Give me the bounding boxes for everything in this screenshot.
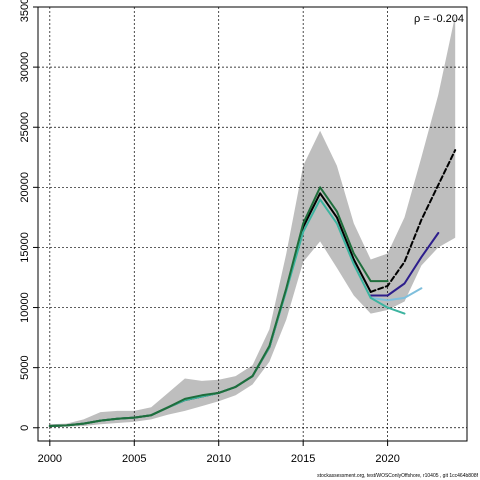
series-line-3 (369, 232, 440, 297)
band-polygon (49, 15, 456, 428)
series-line-6 (48, 186, 389, 427)
y-tick-label: 10000 (19, 292, 31, 323)
y-tick-label: 30000 (19, 52, 31, 83)
axes: 2000 2005 2010 2015 2020 0 5000 10000 15000 20000… (19, 0, 400, 465)
x-tick-label: 2010 (206, 453, 230, 465)
x-tick-label: 2020 (375, 453, 399, 465)
x-tick-label: 2000 (38, 453, 62, 465)
y-tick-label: 15000 (19, 232, 31, 263)
grid (38, 6, 467, 441)
series-line-4 (369, 287, 423, 302)
y-tick-label: 20000 (19, 172, 31, 203)
y-tick-label: 0 (19, 425, 31, 431)
x-tick-label: 2015 (291, 453, 315, 465)
footer-text: stockassessment.org, test/WOSConlyOffsho… (317, 473, 478, 479)
y-tick-label: 25000 (19, 112, 31, 143)
y-tick-label: 35000 (19, 0, 31, 22)
x-tick-label: 2005 (122, 453, 146, 465)
y-tick-label: 5000 (19, 355, 31, 379)
series-lines (48, 149, 457, 427)
confidence-band (49, 15, 456, 428)
rho-annotation: ρ = -0.204 (414, 13, 464, 25)
series-line-2 (369, 149, 457, 293)
plot-frame (37, 6, 468, 442)
